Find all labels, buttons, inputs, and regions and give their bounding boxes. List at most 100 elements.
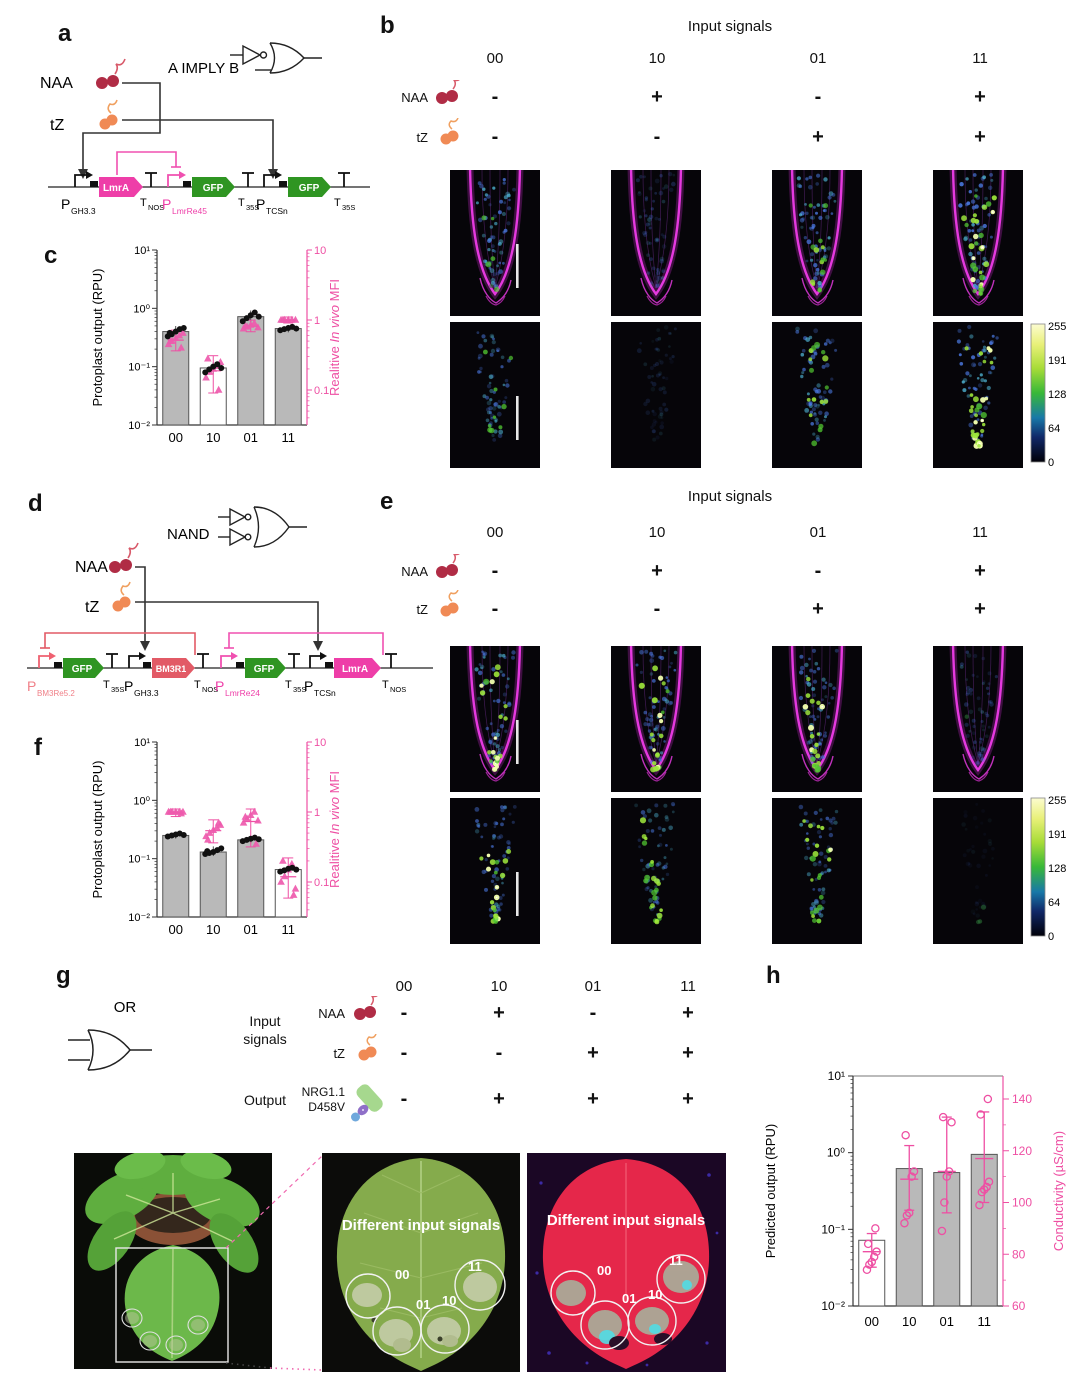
signal-value: - <box>653 126 661 148</box>
colorbar-tick: 255 <box>1048 321 1066 333</box>
x-tick-label: 01 <box>940 1314 954 1329</box>
conductivity-point <box>902 1211 912 1220</box>
naa-molecule-icon <box>436 554 460 578</box>
colorbar-tick: 0 <box>1048 457 1054 469</box>
mfi-triangle <box>254 323 262 331</box>
spot-circles <box>345 1259 506 1356</box>
colorbar-tick: 128 <box>1048 863 1066 875</box>
naa-molecule-icon <box>436 80 460 104</box>
rpu-dot <box>166 329 173 336</box>
gate-label: OR <box>114 999 137 1016</box>
spot-label-10: 10 <box>648 1287 662 1302</box>
rpu-dot <box>293 325 300 332</box>
right-axis-title: Conductivity (µS/cm) <box>1051 1131 1066 1251</box>
conductivity-point <box>871 1224 880 1233</box>
output-value: - <box>400 1088 408 1110</box>
x-tick-label: 00 <box>169 430 183 445</box>
chart-predicted-output: 10¹ 10⁰ 10⁻¹ 10⁻² 140 120 100 80 60 00 10 01 11 Predi… <box>763 1069 1066 1329</box>
x-tick-label: 11 <box>978 1314 992 1329</box>
signal-value: + <box>974 560 986 582</box>
signal-value: - <box>814 560 822 582</box>
panel-label-c: c <box>44 242 58 269</box>
chart-protoplast-nand: 10¹ 10⁰ 10⁻¹ 10⁻² 10 1 0.1 00 10 01 11 Protoplast o… <box>90 737 342 937</box>
tz-molecule-icon <box>440 590 459 617</box>
terminator-label: T <box>103 679 110 691</box>
left-axis-tick: 10⁰ <box>133 795 150 807</box>
confocal-image-e-01-gfp <box>772 798 862 944</box>
confocal-image-e-11-merge <box>933 646 1023 792</box>
terminator-label: T <box>140 197 147 209</box>
signal-value: - <box>491 126 499 148</box>
right-axis-tick: 60 <box>1012 1299 1026 1313</box>
colorbar-tick: 255 <box>1048 795 1066 807</box>
operator-box <box>54 662 62 668</box>
conductivity-point <box>900 1218 909 1228</box>
input-group-label: Input <box>249 1013 281 1029</box>
right-axis-title: Realitive In vivo MFI <box>327 771 342 888</box>
naa-wire <box>135 566 146 641</box>
promoter-tcsn-icon <box>309 652 327 668</box>
mfi-triangle <box>166 336 175 344</box>
conductivity-point <box>937 1226 947 1236</box>
conductivity-point <box>867 1257 877 1267</box>
operator-box <box>236 662 244 668</box>
conductivity-point <box>904 1208 914 1218</box>
bar-01 <box>237 839 265 918</box>
gene-gfp-1 <box>192 177 235 197</box>
terminator-label: T <box>285 679 292 691</box>
spot-label-00: 00 <box>395 1267 409 1282</box>
tz-molecule-icon <box>112 581 131 612</box>
rpu-dot <box>255 836 262 843</box>
right-axis-tick: 140 <box>1012 1092 1032 1106</box>
colorbar-tick: 0 <box>1048 931 1054 943</box>
rpu-dot <box>218 845 225 852</box>
signal-value: + <box>651 86 663 108</box>
mfi-triangle <box>204 354 212 362</box>
lmra-repression-line <box>224 632 384 655</box>
chart-protoplast-imply: 10¹ 10⁰ 10⁻¹ 10⁻² 10 1 0.1 00 10 01 11 Protoplast o… <box>90 245 342 445</box>
or-gate-icon <box>68 1029 152 1071</box>
row-naa-label: NAA <box>401 90 428 105</box>
mfi-triangle <box>254 816 262 824</box>
panel-label-f: f <box>34 734 42 761</box>
infiltration-spot-circles <box>121 1308 209 1355</box>
confocal-image-b-00-merge <box>450 170 540 316</box>
mfi-triangle <box>289 890 298 898</box>
row-naa-label: NAA <box>318 1006 345 1021</box>
mfi-triangle <box>250 807 259 815</box>
left-axis-title: Protoplast output (RPU) <box>90 760 105 898</box>
bar-11 <box>274 328 302 426</box>
signal-value: + <box>974 598 986 620</box>
conductivity-point <box>863 1239 873 1249</box>
right-axis-tick: 100 <box>1012 1196 1032 1210</box>
output-value: + <box>587 1088 599 1110</box>
terminator-label: T <box>194 679 201 691</box>
input-tz-label: tZ <box>50 117 64 134</box>
bar-00 <box>162 834 190 918</box>
operator-box <box>90 181 98 187</box>
promoter-gh33-icon <box>74 171 93 187</box>
promoter-sublabel: LmrRe45 <box>172 206 207 216</box>
signal-value: - <box>400 1002 408 1024</box>
signal-value: - <box>491 598 499 620</box>
right-axis-title: Realitive In vivo MFI <box>327 279 342 396</box>
row-tz-label: tZ <box>416 130 428 145</box>
bar-01 <box>933 1172 961 1307</box>
x-tick-label: 11 <box>282 922 296 937</box>
or-gate-diagram: OR <box>68 999 152 1071</box>
right-axis-tick: 1 <box>314 315 320 327</box>
promoter-lmrre24-icon <box>220 652 238 668</box>
signal-value: - <box>491 560 499 582</box>
gene-bm3r1-label: BM3R1 <box>156 664 187 674</box>
bar-10 <box>199 851 227 918</box>
confocal-image-e-00-gfp <box>450 798 540 944</box>
mfi-triangle <box>177 343 185 351</box>
circuit-diagram-nand: NAND NAA tZ <box>27 506 433 698</box>
signal-value: + <box>682 1002 694 1024</box>
column-header-01: 01 <box>584 978 602 995</box>
terminator-35s-icon <box>288 653 300 668</box>
signal-value: + <box>651 560 663 582</box>
confocal-image-b-10-gfp <box>611 322 701 468</box>
conductivity-point <box>976 1110 985 1119</box>
gene-bm3r1 <box>152 658 195 678</box>
